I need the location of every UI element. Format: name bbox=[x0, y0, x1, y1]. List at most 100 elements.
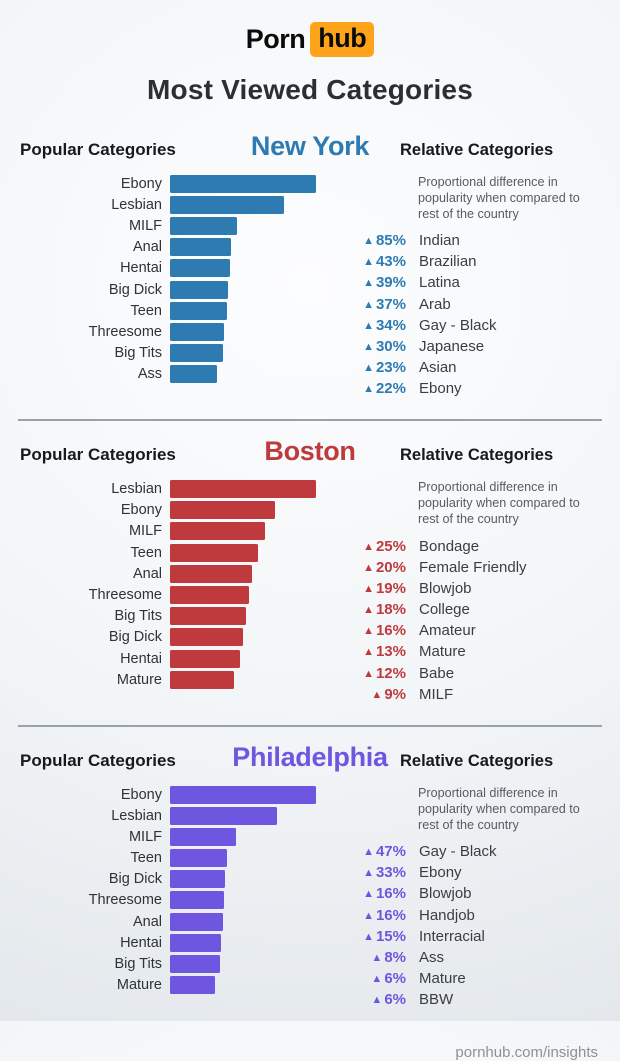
relative-category-name: Japanese bbox=[419, 337, 485, 355]
relative-percent: ▲ 9% bbox=[360, 686, 406, 703]
relative-category-name: Brazilian bbox=[419, 253, 477, 271]
bar bbox=[170, 870, 226, 889]
bar-row: Big Tits bbox=[20, 953, 360, 974]
relative-row: ▲ 16% Amateur bbox=[360, 620, 600, 641]
relative-category-name: Ass bbox=[419, 948, 445, 966]
relative-category-name: Blowjob bbox=[419, 579, 472, 597]
relative-category-name: Arab bbox=[419, 295, 451, 313]
bar-row: Ass bbox=[20, 364, 360, 385]
relative-row: ▲ 6% BBW bbox=[360, 989, 600, 1010]
relative-percent: ▲ 6% bbox=[360, 970, 406, 987]
relative-category-name: Amateur bbox=[419, 622, 476, 640]
bar-row: MILF bbox=[20, 826, 360, 847]
section-body: Lesbian Ebony MILF Teen Anal Threesome Big Tit… bbox=[20, 478, 600, 704]
bar-row: Anal bbox=[20, 563, 360, 584]
relative-percent: ▲ 20% bbox=[360, 559, 406, 576]
city-title: New York bbox=[250, 131, 370, 161]
relative-categories-column: Proportional difference in popularity wh… bbox=[360, 784, 600, 1010]
section-body: Ebony Lesbian MILF Anal Hentai Big Dick Teen Th… bbox=[20, 173, 600, 399]
bar-row: Teen bbox=[20, 847, 360, 868]
city-section-new-york: Popular Categories New York Relative Cat… bbox=[18, 116, 602, 419]
bar-row: Ebony bbox=[20, 784, 360, 805]
bar-row: Threesome bbox=[20, 321, 360, 342]
relative-category-name: Gay - Black bbox=[419, 316, 497, 334]
logo: Porn hub bbox=[246, 22, 375, 57]
city-title: Philadelphia bbox=[232, 741, 388, 772]
bar bbox=[170, 785, 316, 804]
up-triangle-icon: ▲ bbox=[363, 298, 374, 311]
bar-label: Big Dick bbox=[108, 871, 162, 888]
relative-row: ▲ 34% Gay - Black bbox=[360, 315, 600, 336]
relative-subtitle: Proportional difference in popularity wh… bbox=[418, 480, 580, 527]
bar bbox=[170, 501, 276, 520]
relative-percent: ▲ 39% bbox=[360, 274, 406, 291]
bar-row: Hentai bbox=[20, 648, 360, 669]
bar-label: Big Tits bbox=[114, 608, 162, 625]
relative-percent: ▲ 22% bbox=[360, 380, 406, 397]
relative-percent-value: 16% bbox=[375, 906, 406, 924]
bar-row: Hentai bbox=[20, 932, 360, 953]
bar-label: MILF bbox=[128, 523, 162, 540]
bar-row: Anal bbox=[20, 237, 360, 258]
relative-percent: ▲ 30% bbox=[360, 338, 406, 355]
relative-percent: ▲ 8% bbox=[360, 949, 406, 966]
bar-label: Anal bbox=[132, 239, 162, 256]
relative-category-name: Indian bbox=[419, 232, 460, 250]
up-triangle-icon: ▲ bbox=[363, 930, 374, 943]
relative-percent-value: 30% bbox=[375, 337, 406, 355]
bar-row: MILF bbox=[20, 215, 360, 236]
relative-row: ▲ 12% Babe bbox=[360, 663, 600, 684]
relative-percent: ▲ 18% bbox=[360, 601, 406, 618]
popular-categories-chart: Ebony Lesbian MILF Teen Big Dick Threesome Ana… bbox=[20, 784, 360, 1010]
relative-subtitle: Proportional difference in popularity wh… bbox=[418, 785, 580, 832]
bar-row: Ebony bbox=[20, 500, 360, 521]
bar-row: Mature bbox=[20, 669, 360, 690]
relative-categories-heading: Relative Categories bbox=[400, 751, 554, 770]
bar-row: Big Tits bbox=[20, 606, 360, 627]
bar bbox=[170, 849, 227, 868]
bar-label: Mature bbox=[116, 671, 162, 688]
up-triangle-icon: ▲ bbox=[371, 688, 383, 701]
relative-percent: ▲ 37% bbox=[360, 296, 406, 313]
section-header: Popular Categories New York Relative Cat… bbox=[20, 131, 600, 163]
bar-label: Anal bbox=[132, 913, 162, 930]
up-triangle-icon: ▲ bbox=[363, 867, 374, 880]
relative-percent: ▲ 25% bbox=[360, 538, 406, 555]
relative-row: ▲ 23% Asian bbox=[360, 357, 600, 378]
bar-row: Teen bbox=[20, 542, 360, 563]
bar bbox=[170, 933, 222, 952]
relative-percent-value: 18% bbox=[375, 601, 406, 619]
bar-label: Ebony bbox=[120, 175, 162, 192]
bar bbox=[170, 522, 265, 541]
relative-row: ▲ 9% MILF bbox=[360, 684, 600, 705]
relative-category-name: Asian bbox=[419, 359, 457, 377]
bar-row: MILF bbox=[20, 521, 360, 542]
bar-label: MILF bbox=[128, 217, 162, 234]
bar-label: Ebony bbox=[120, 502, 162, 519]
logo-porn-text: Porn bbox=[245, 24, 306, 54]
bar bbox=[170, 344, 223, 363]
relative-row: ▲ 6% Mature bbox=[360, 968, 600, 989]
infographic-page: Porn hub Most Viewed Categories Popular … bbox=[18, 22, 602, 1061]
bar bbox=[170, 174, 316, 193]
relative-percent-value: 15% bbox=[375, 927, 406, 945]
relative-categories-list: ▲ 25% Bondage ▲ 20% Female Friendly ▲ 19% Blowjo… bbox=[360, 535, 600, 705]
bar-row: Threesome bbox=[20, 890, 360, 911]
relative-percent-value: 13% bbox=[375, 643, 406, 661]
relative-category-name: Mature bbox=[419, 970, 466, 988]
up-triangle-icon: ▲ bbox=[363, 909, 374, 922]
bar bbox=[170, 564, 252, 583]
relative-percent: ▲ 16% bbox=[360, 622, 406, 639]
relative-row: ▲ 33% Ebony bbox=[360, 862, 600, 883]
relative-percent: ▲ 85% bbox=[360, 232, 406, 249]
relative-percent-value: 25% bbox=[375, 537, 406, 555]
relative-percent: ▲ 13% bbox=[360, 643, 406, 660]
up-triangle-icon: ▲ bbox=[363, 256, 374, 269]
relative-category-name: Latina bbox=[419, 274, 460, 292]
relative-percent: ▲ 15% bbox=[360, 928, 406, 945]
up-triangle-icon: ▲ bbox=[363, 625, 374, 638]
relative-percent-value: 43% bbox=[375, 253, 406, 271]
bar-label: Big Tits bbox=[114, 956, 162, 972]
relative-row: ▲ 13% Mature bbox=[360, 641, 600, 662]
bar-label: Threesome bbox=[88, 323, 162, 340]
